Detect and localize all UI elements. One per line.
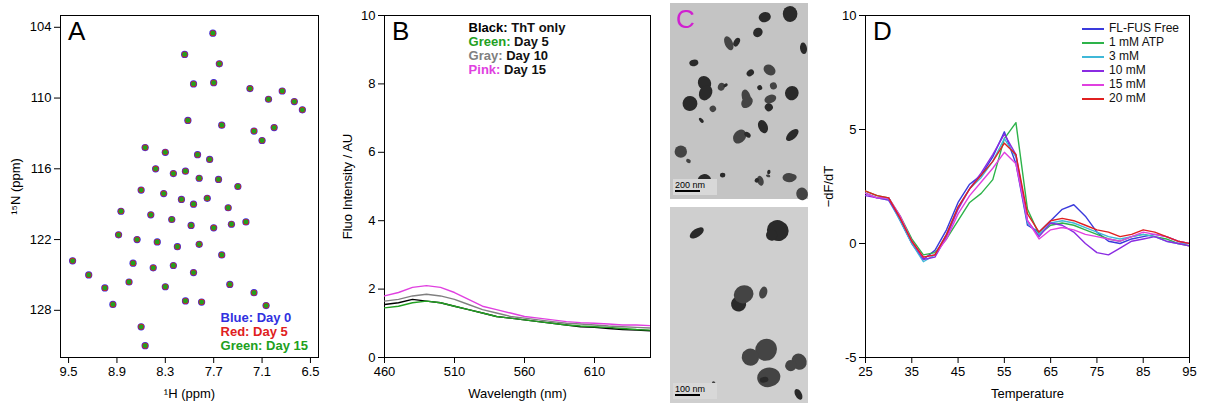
svg-text:200 nm: 200 nm: [675, 180, 705, 190]
svg-text:110: 110: [31, 90, 52, 105]
svg-text:610: 610: [584, 364, 606, 379]
svg-text:10: 10: [842, 8, 856, 23]
html-text:Red: Day 5: Red: Day 5: [220, 324, 288, 339]
svg-text:65: 65: [1043, 364, 1057, 379]
svg-text:122: 122: [30, 232, 52, 247]
svg-text:6.5: 6.5: [301, 364, 319, 379]
svg-text:8.3: 8.3: [156, 364, 174, 379]
svg-text:560: 560: [514, 364, 536, 379]
svg-text:35: 35: [905, 364, 919, 379]
svg-text:¹H (ppm): ¹H (ppm): [164, 386, 215, 401]
html-text:A: A: [68, 16, 86, 46]
svg-text:5: 5: [849, 122, 856, 137]
svg-text:Fluo Intensity / AU: Fluo Intensity / AU: [340, 134, 355, 240]
svg-text:75: 75: [1090, 364, 1104, 379]
html-text:3 mM: 3 mM: [1109, 49, 1139, 63]
svg-text:2: 2: [368, 281, 375, 296]
svg-text:104: 104: [30, 19, 52, 34]
svg-text:7.1: 7.1: [253, 364, 271, 379]
html-text:Black: ThT only: Black: ThT only: [468, 20, 566, 35]
html-text:15 mM: 15 mM: [1109, 77, 1146, 91]
svg-text:Temperature: Temperature: [991, 386, 1064, 401]
svg-text:25: 25: [858, 364, 872, 379]
svg-text:510: 510: [444, 364, 466, 379]
html-text:FL-FUS Free: FL-FUS Free: [1109, 21, 1179, 35]
html-text:Gray: Day 10: Gray: Day 10: [468, 48, 549, 63]
svg-text:9.5: 9.5: [60, 364, 78, 379]
svg-text:-5: -5: [845, 350, 857, 365]
html-text:20 mM: 20 mM: [1109, 91, 1146, 105]
svg-text:8: 8: [368, 76, 375, 91]
svg-text:95: 95: [1182, 364, 1196, 379]
html-text:Green: Day 15: Green: Day 15: [220, 338, 308, 353]
svg-text:116: 116: [31, 161, 52, 176]
html-text:10 mM: 10 mM: [1109, 63, 1146, 77]
svg-text:10: 10: [361, 8, 375, 23]
svg-text:Wavelength (nm): Wavelength (nm): [468, 386, 567, 401]
svg-text:85: 85: [1136, 364, 1150, 379]
svg-text:128: 128: [30, 302, 52, 317]
html-text:1 mM ATP: 1 mM ATP: [1109, 35, 1165, 49]
html-text:D: D: [873, 16, 892, 46]
svg-text:6: 6: [368, 144, 375, 159]
svg-text:7.7: 7.7: [205, 364, 223, 379]
svg-text:−dF/dT: −dF/dT: [821, 166, 836, 208]
html-text:Pink: Day 15: Pink: Day 15: [468, 62, 546, 77]
svg-text:45: 45: [951, 364, 965, 379]
html-text:Blue: Day 0: Blue: Day 0: [220, 310, 292, 325]
svg-text:4: 4: [368, 213, 375, 228]
html-text:C: C: [676, 4, 695, 34]
svg-text:55: 55: [997, 364, 1011, 379]
html-text:B: B: [392, 16, 410, 46]
html-text:Green: Day 5: Green: Day 5: [468, 34, 549, 49]
svg-text:8.9: 8.9: [108, 364, 126, 379]
svg-text:¹⁵N (ppm): ¹⁵N (ppm): [8, 158, 23, 215]
svg-text:0: 0: [849, 236, 856, 251]
svg-text:0: 0: [368, 350, 375, 365]
svg-text:100 nm: 100 nm: [675, 384, 705, 394]
svg-text:460: 460: [374, 364, 396, 379]
